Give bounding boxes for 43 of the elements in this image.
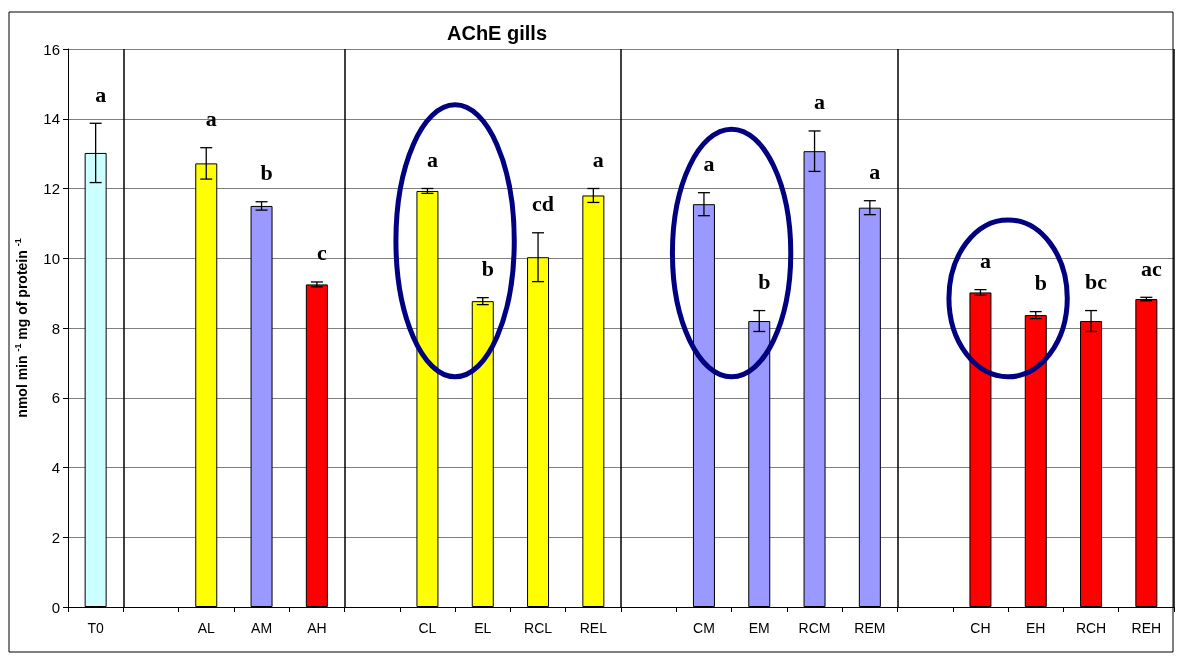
x-tick-label: CL — [418, 620, 437, 636]
data-label: a — [814, 89, 826, 115]
y-tick-label: 8 — [51, 319, 60, 337]
y-tick-label: 16 — [43, 40, 60, 58]
y-axis-title: nmol min -1 mg of protein -1 — [12, 238, 30, 418]
data-label: a — [95, 81, 107, 107]
x-tick-label: CM — [693, 620, 715, 636]
x-tick-label: REM — [854, 620, 886, 636]
data-label: a — [703, 151, 715, 177]
x-tick-label: CH — [970, 620, 991, 636]
x-tick-label: RCL — [524, 620, 553, 636]
data-label: cd — [532, 191, 555, 217]
x-tick-label: EM — [748, 620, 770, 636]
data-label: b — [481, 256, 494, 282]
x-tick-label: EH — [1026, 620, 1046, 636]
x-tick-label: EL — [474, 620, 492, 636]
data-label: b — [1034, 270, 1047, 296]
x-tick-label: REL — [579, 620, 608, 636]
data-label: a — [592, 147, 604, 172]
x-tick-label: RCH — [1075, 620, 1107, 636]
y-tick-label: 10 — [43, 249, 60, 267]
x-tick-label: AM — [251, 620, 273, 636]
y-tick-label: 4 — [51, 459, 60, 476]
x-tick-label: RCM — [798, 620, 831, 636]
y-tick-label: 12 — [43, 180, 60, 197]
data-label: c — [316, 240, 327, 266]
data-label: a — [869, 159, 881, 185]
x-tick-label: REH — [1131, 620, 1162, 636]
data-label: a — [979, 248, 991, 274]
x-tick-label: AL — [197, 620, 216, 636]
y-tick-label: 14 — [43, 110, 60, 128]
data-label: a — [426, 147, 438, 172]
data-label: bc — [1085, 269, 1108, 295]
y-tick-label: 6 — [51, 389, 60, 407]
y-tick-label: 2 — [51, 528, 60, 546]
data-label: b — [758, 269, 771, 295]
data-label: a — [205, 106, 217, 132]
data-label: b — [260, 160, 273, 186]
data-label: ac — [1140, 255, 1162, 281]
x-tick-label: T0 — [87, 620, 105, 636]
y-tick-label: 0 — [51, 598, 60, 616]
x-tick-label: AH — [307, 620, 327, 636]
chart-title: AChE gills — [447, 22, 548, 44]
